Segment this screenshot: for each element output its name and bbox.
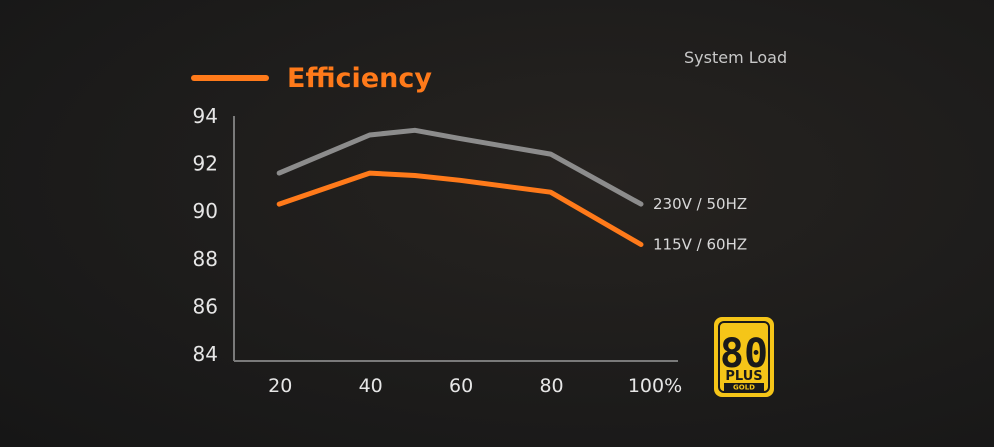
series-line-115v: [276, 170, 644, 247]
x-tick-labels: 20 40 60 80 100%: [268, 375, 682, 397]
badge-plus-text: PLUS: [725, 369, 762, 384]
badge-outer: [714, 317, 774, 397]
y-tick-90: 90: [193, 199, 218, 223]
y-tick-86: 86: [193, 294, 218, 318]
y-tick-labels: 94 92 90 88 86 84: [193, 104, 218, 366]
y-tick-84: 84: [193, 342, 218, 366]
series-label-230v: 230V / 50HZ: [653, 195, 747, 213]
x-axis-label: System Load: [684, 48, 787, 67]
80-plus-gold-badge: 80 PLUS GOLD: [714, 317, 774, 397]
badge-80-text: 80: [720, 331, 768, 377]
y-tick-88: 88: [193, 247, 218, 271]
badge-gold-band: [724, 383, 764, 391]
badge-gold-text: GOLD: [733, 384, 755, 392]
x-tick-80: 80: [539, 375, 563, 397]
x-tick-100: 100%: [628, 375, 682, 397]
y-tick-92: 92: [193, 152, 218, 176]
x-tick-60: 60: [449, 375, 473, 397]
chart-title: Efficiency: [287, 63, 432, 94]
series-line-230v: [276, 127, 644, 207]
x-tick-20: 20: [268, 375, 292, 397]
series-label-115v: 115V / 60HZ: [653, 236, 747, 254]
x-tick-40: 40: [359, 375, 383, 397]
y-tick-94: 94: [193, 104, 218, 128]
badge-inner-border: [718, 321, 770, 393]
